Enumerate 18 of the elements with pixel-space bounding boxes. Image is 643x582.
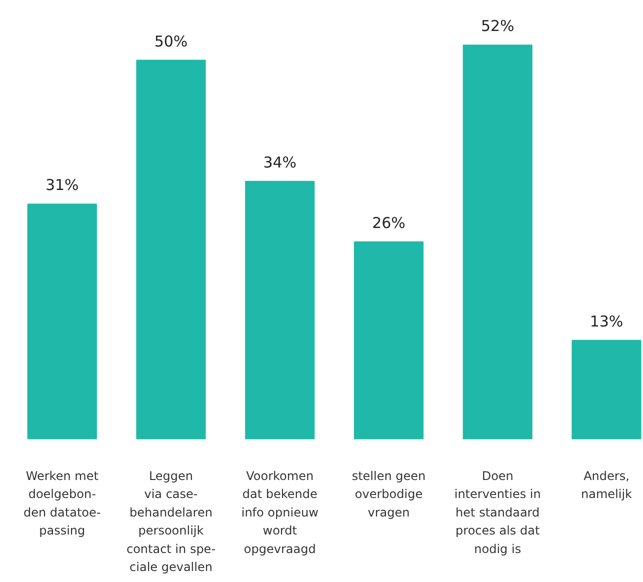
bar [27, 204, 97, 440]
bar [462, 44, 532, 440]
data-label: 52% [480, 17, 514, 36]
x-tick-label: Doen interventies in het standaard proces als dat nodig is [454, 468, 541, 556]
x-tick-label: Werken met doelgebon- den datatoe- passing [24, 468, 101, 538]
data-label: 50% [154, 32, 188, 50]
x-tick-label: Voorkomen dat bekende info opnieuw wordt opgevraagd [241, 468, 319, 556]
data-label: 13% [590, 312, 624, 330]
x-tick-label: Leggen via case- behandelaren persoonlijk contact in spe- ciale gevallen [126, 468, 216, 574]
data-label: 26% [372, 214, 406, 232]
data-label: 34% [263, 153, 297, 172]
x-tick-label: Anders, namelijk [580, 468, 632, 502]
bar [245, 180, 315, 440]
data-label: 31% [45, 176, 79, 194]
bar [136, 60, 206, 440]
x-tick-label: stellen geen overbodige vragen [352, 468, 426, 520]
bar [572, 340, 642, 440]
bar [354, 241, 424, 440]
